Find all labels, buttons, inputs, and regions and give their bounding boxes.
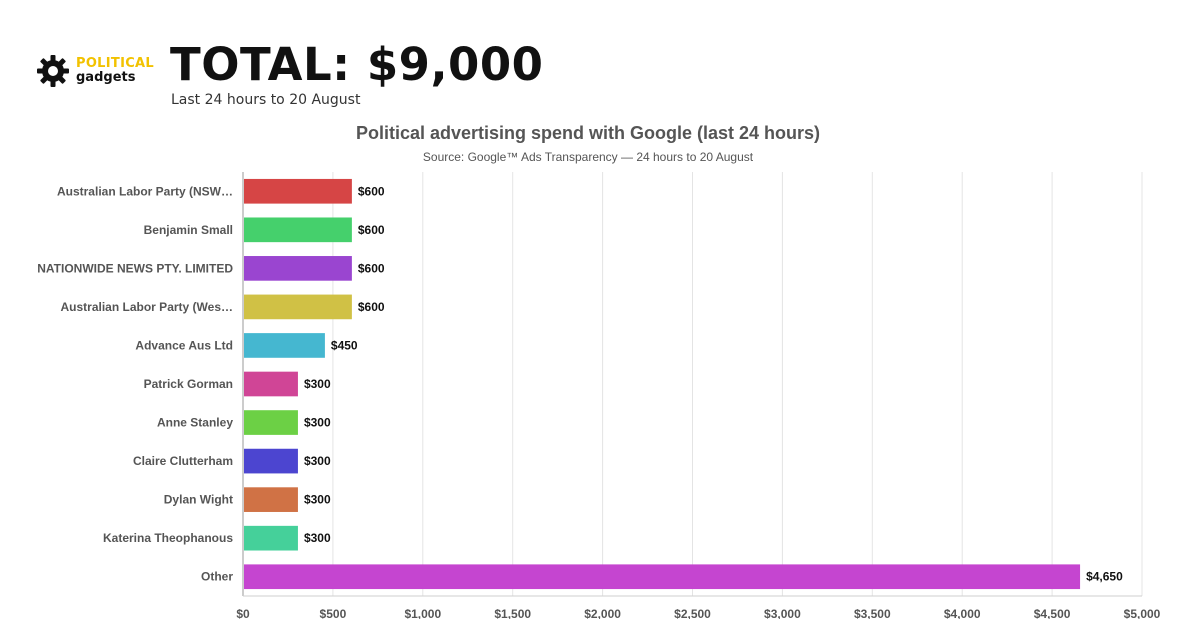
x-axis-ticks: $0 $500 $1,000 $1,500 $2,000 $2,500 $3,000 $3,5… <box>236 607 1160 619</box>
headline-total: TOTAL: $9,000 <box>170 38 544 91</box>
value-label: $300 <box>304 531 331 545</box>
gear-icon <box>37 55 69 87</box>
x-tick-label: $0 <box>236 607 250 619</box>
category-label: Advance Aus Ltd <box>135 338 233 352</box>
category-label: Patrick Gorman <box>144 377 233 391</box>
x-tick-label: $500 <box>320 607 347 619</box>
value-label: $450 <box>331 338 358 352</box>
category-labels: Australian Labor Party (NSW… Benjamin Sma… <box>37 184 233 583</box>
bar <box>244 371 298 397</box>
x-tick-label: $2,500 <box>674 607 711 619</box>
bar <box>244 217 352 243</box>
x-tick-label: $4,500 <box>1034 607 1071 619</box>
logo: POLITICAL gadgets <box>36 54 154 88</box>
chart-title: Political advertising spend with Google … <box>356 123 820 143</box>
bar <box>244 294 352 320</box>
category-label: Australian Labor Party (Wes… <box>61 300 234 314</box>
bar <box>244 525 298 551</box>
x-tick-label: $4,000 <box>944 607 981 619</box>
bar <box>244 410 298 435</box>
chart-subtitle: Source: Google™ Ads Transparency — 24 ho… <box>423 150 754 164</box>
x-tick-label: $3,000 <box>764 607 801 619</box>
value-label: $600 <box>358 300 385 314</box>
category-label: Katerina Theophanous <box>103 531 233 545</box>
bar <box>244 333 325 358</box>
grid-lines <box>242 172 1143 597</box>
category-label: Anne Stanley <box>157 416 233 430</box>
value-label: $600 <box>358 184 385 198</box>
bar <box>244 487 298 512</box>
bar <box>244 564 1081 590</box>
logo-gadgets-text: gadgets <box>76 70 136 85</box>
x-tick-label: $1,000 <box>404 607 441 619</box>
category-label: Claire Clutterham <box>133 454 233 468</box>
category-label: Australian Labor Party (NSW… <box>57 184 233 198</box>
category-label: Other <box>201 570 233 584</box>
x-tick-label: $5,000 <box>1124 607 1161 619</box>
x-tick-label: $2,000 <box>584 607 621 619</box>
bars <box>244 178 1081 590</box>
x-tick-label: $3,500 <box>854 607 891 619</box>
value-label: $600 <box>358 261 385 275</box>
bar <box>244 256 352 281</box>
value-label: $600 <box>358 223 385 237</box>
bar <box>244 448 298 474</box>
value-label: $300 <box>304 416 331 430</box>
value-labels: $600 $600 $600 $600 $450 $300 $300 $300 $300 $300… <box>304 184 1123 583</box>
category-label: NATIONWIDE NEWS PTY. LIMITED <box>37 261 233 275</box>
logo-political-text: POLITICAL <box>76 56 154 71</box>
value-label: $300 <box>304 454 331 468</box>
category-label: Dylan Wight <box>164 493 233 507</box>
headline-subtitle: Last 24 hours to 20 August <box>171 92 361 108</box>
x-tick-label: $1,500 <box>494 607 531 619</box>
bar <box>244 178 352 204</box>
value-label: $300 <box>304 377 331 391</box>
value-label: $4,650 <box>1086 570 1123 584</box>
value-label: $300 <box>304 493 331 507</box>
category-label: Benjamin Small <box>144 223 233 237</box>
